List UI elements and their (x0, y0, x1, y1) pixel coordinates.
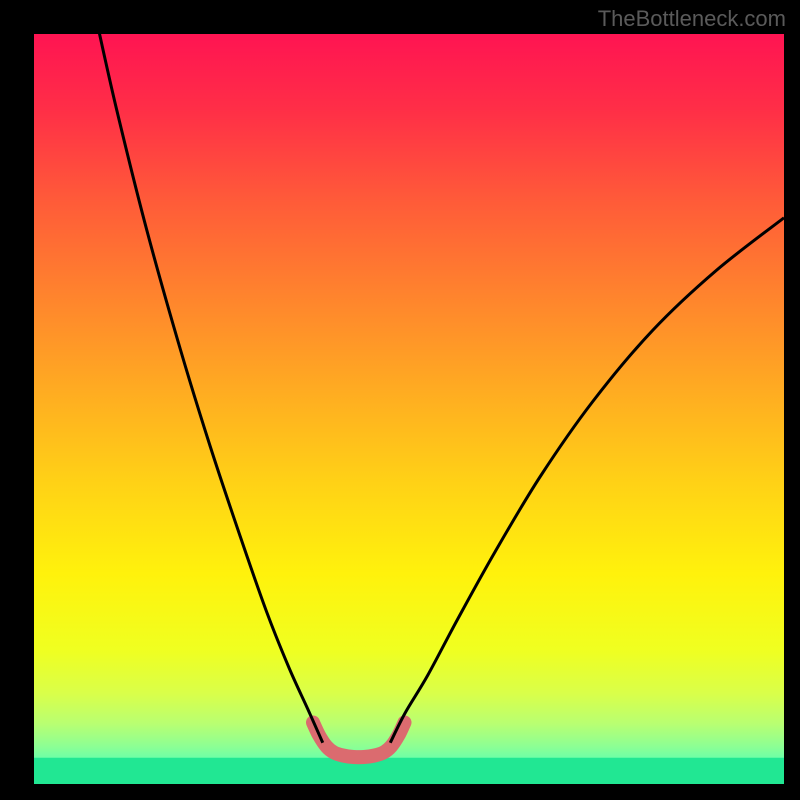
frame-bottom (0, 784, 800, 800)
curve-right (390, 218, 784, 743)
curve-left (96, 34, 323, 743)
curve-layer (34, 34, 784, 784)
frame-right (784, 0, 800, 800)
frame-left (0, 0, 34, 800)
watermark-text: TheBottleneck.com (598, 6, 786, 32)
plot-area (34, 34, 784, 784)
